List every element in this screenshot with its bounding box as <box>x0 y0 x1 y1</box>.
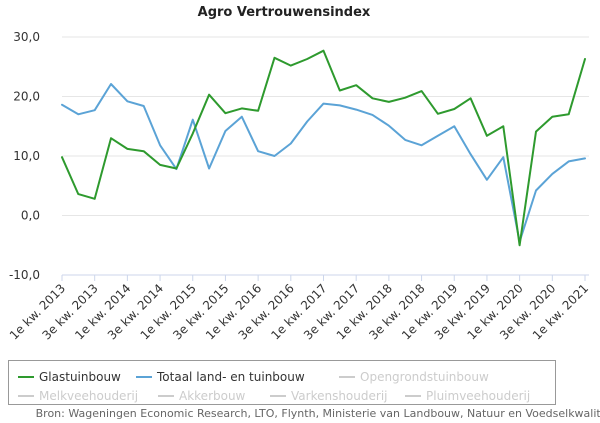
legend-box <box>8 360 556 405</box>
series-lines <box>61 49 586 247</box>
y-axis: 30,0 20,0 10,0 0,0 -10,0 <box>9 30 40 282</box>
legend: Glastuinbouw Totaal land- en tuinbouw Open… <box>8 360 556 405</box>
legend-item-akkerbouw[interactable]: Akkerbouw <box>158 389 246 403</box>
legend-label: Akkerbouw <box>179 389 246 403</box>
legend-label: Glastuinbouw <box>39 370 121 384</box>
y-tick-label: 10,0 <box>13 149 40 163</box>
legend-label: Varkenshouderij <box>291 389 387 403</box>
legend-item-glastuinbouw[interactable]: Glastuinbouw <box>18 370 121 384</box>
y-tick-label: 0,0 <box>21 209 40 223</box>
series-line-glastuinbouw <box>61 49 586 247</box>
gridlines <box>62 36 589 276</box>
legend-label: Totaal land- en tuinbouw <box>156 370 305 384</box>
legend-label: Pluimveehouderij <box>426 389 530 403</box>
legend-item-opengrondstuinbouw[interactable]: Opengrondstuinbouw <box>339 370 489 384</box>
y-tick-label: 30,0 <box>13 30 40 44</box>
series-line-totaal-land-en-tuinbouw <box>61 83 586 243</box>
source-note: Bron: Wageningen Economic Research, LTO,… <box>36 407 600 420</box>
y-tick-label: 20,0 <box>13 90 40 104</box>
chart-title: Agro Vertrouwensindex <box>198 5 371 20</box>
legend-item-varkenshouderij[interactable]: Varkenshouderij <box>270 389 387 403</box>
y-tick-label: -10,0 <box>9 268 40 282</box>
legend-item-pluimveehouderij[interactable]: Pluimveehouderij <box>405 389 530 403</box>
legend-item-totaal-land-en-tuinbouw[interactable]: Totaal land- en tuinbouw <box>136 370 305 384</box>
legend-item-melkveehouderij[interactable]: Melkveehouderij <box>18 389 138 403</box>
legend-label: Melkveehouderij <box>39 389 138 403</box>
legend-label: Opengrondstuinbouw <box>360 370 489 384</box>
